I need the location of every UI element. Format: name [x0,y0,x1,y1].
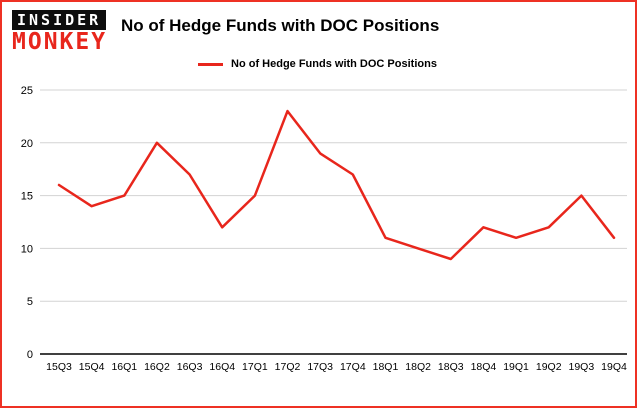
x-tick-label: 18Q4 [471,361,497,373]
x-tick-label: 17Q1 [242,361,268,373]
x-tick-label: 18Q3 [438,361,464,373]
x-tick-label: 16Q1 [111,361,137,373]
x-tick-label: 16Q4 [209,361,235,373]
legend: No of Hedge Funds with DOC Positions [198,58,437,70]
x-tick-label: 19Q1 [503,361,529,373]
chart-title: No of Hedge Funds with DOC Positions [121,16,440,35]
legend-line-swatch [198,62,223,66]
legend-label: No of Hedge Funds with DOC Positions [231,58,437,70]
insider-monkey-logo: INSIDER MONKEY [12,10,107,54]
x-tick-label: 17Q2 [275,361,301,373]
x-tick-label: 16Q2 [144,361,170,373]
x-tick-label: 15Q4 [79,361,105,373]
data-line-series [57,109,616,261]
x-tick-label: 18Q2 [405,361,431,373]
x-tick-label: 15Q3 [46,361,72,373]
y-tick-label: 25 [21,85,33,97]
x-tick-label: 17Q3 [307,361,333,373]
x-tick-label: 19Q2 [536,361,562,373]
y-tick-label: 10 [21,243,33,255]
x-tick-label: 16Q3 [177,361,203,373]
logo-monkey-text: MONKEY [12,29,108,55]
x-tick-label: 17Q4 [340,361,366,373]
y-tick-label: 0 [27,349,33,361]
x-tick-label: 18Q1 [373,361,399,373]
logo-insider-text: INSIDER [12,10,107,30]
y-tick-label: 15 [21,191,33,203]
y-tick-label: 5 [27,296,33,308]
x-tick-label: 19Q4 [601,361,627,373]
y-tick-label: 20 [21,138,33,150]
x-tick-label: 19Q3 [569,361,595,373]
